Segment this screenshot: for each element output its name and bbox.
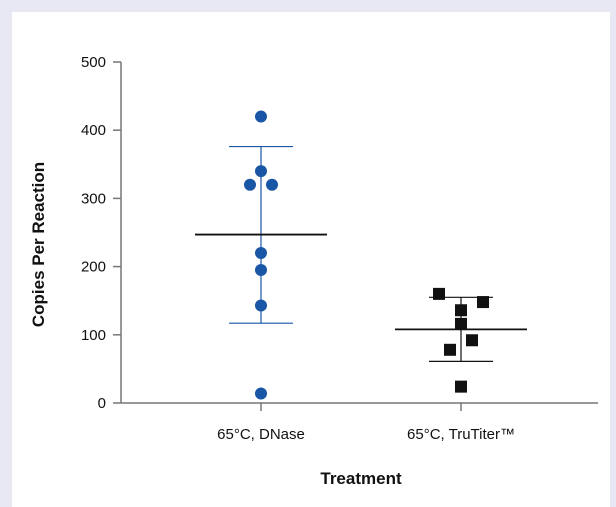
y-tick-label: 300 bbox=[81, 190, 106, 207]
data-point bbox=[466, 334, 478, 347]
data-point bbox=[455, 380, 467, 393]
data-point bbox=[255, 165, 267, 178]
chart-panel bbox=[12, 12, 610, 507]
y-tick-label: 0 bbox=[98, 395, 106, 412]
data-point bbox=[266, 178, 278, 191]
series-group bbox=[195, 110, 327, 400]
x-tick-label: 65°C, TruTiter™ bbox=[407, 426, 515, 443]
data-point bbox=[477, 296, 489, 309]
data-point bbox=[455, 304, 467, 317]
y-tick-label: 200 bbox=[81, 259, 106, 276]
data-point bbox=[255, 264, 267, 277]
series-group bbox=[395, 287, 527, 393]
data-point bbox=[444, 343, 456, 356]
y-tick-label: 500 bbox=[81, 54, 106, 71]
x-ticks: 65°C, DNase 65°C, TruTiter™ bbox=[217, 403, 515, 443]
series-layer bbox=[195, 110, 527, 400]
y-tick-label: 100 bbox=[81, 327, 106, 344]
data-point bbox=[433, 287, 445, 300]
y-tick-label: 400 bbox=[81, 122, 106, 139]
y-axis-title: Copies Per Reaction bbox=[29, 162, 48, 327]
axes bbox=[120, 62, 598, 404]
x-tick-label: 65°C, DNase bbox=[217, 426, 305, 443]
data-point bbox=[455, 317, 467, 330]
data-point bbox=[244, 178, 256, 191]
y-ticks: 0 100 200 300 400 500 bbox=[81, 54, 121, 412]
data-point bbox=[255, 110, 267, 123]
x-axis-title: Treatment bbox=[320, 469, 402, 488]
data-point bbox=[255, 246, 267, 259]
data-point bbox=[255, 387, 267, 400]
data-point bbox=[255, 299, 267, 312]
